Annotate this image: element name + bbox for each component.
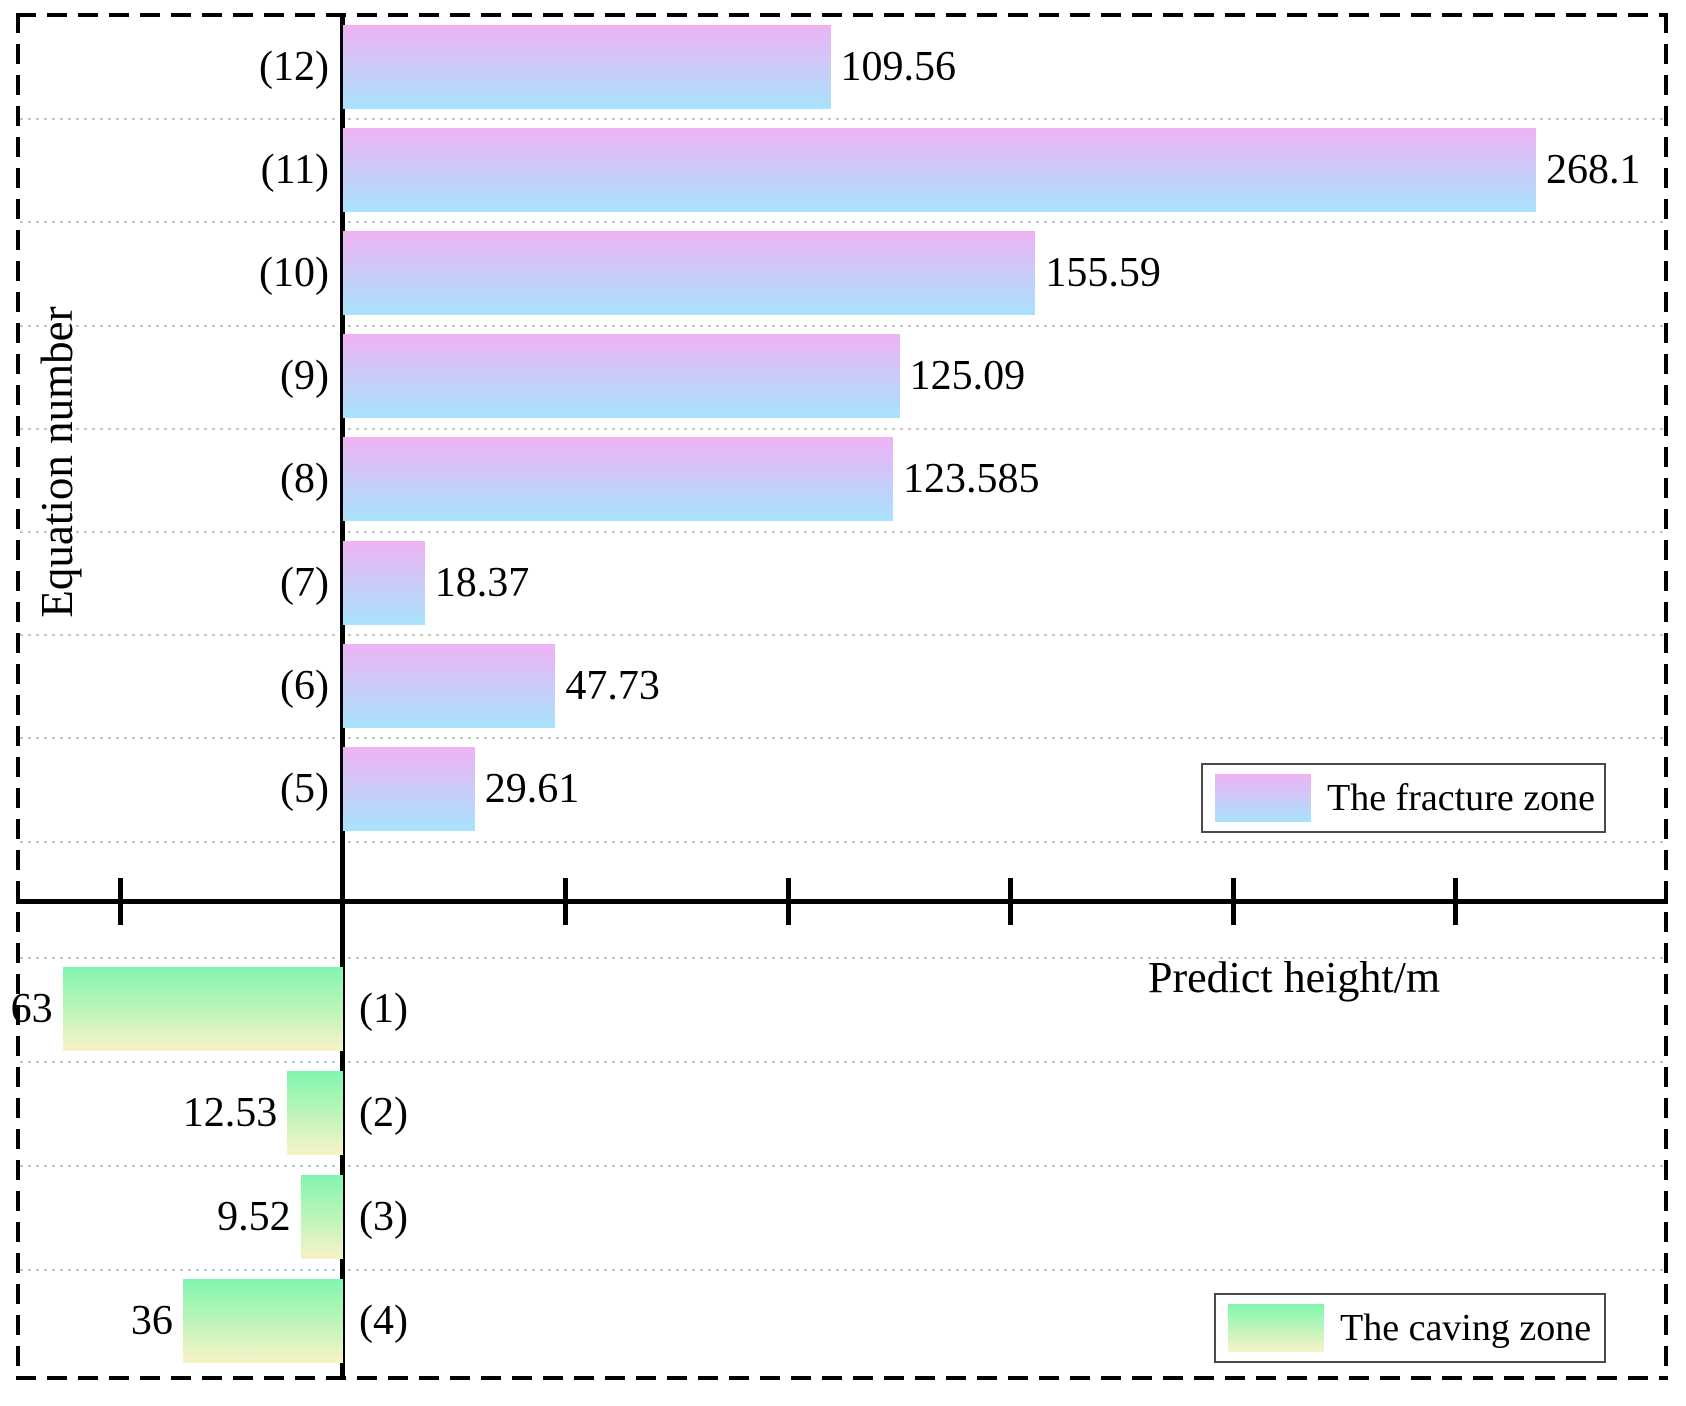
fracture-bar — [343, 334, 900, 419]
x-axis-tick — [563, 878, 568, 925]
x-axis-tick — [1230, 878, 1236, 925]
bar-category-label: (11) — [260, 146, 329, 193]
caving-bar — [300, 1175, 343, 1259]
bar-category-label: (7) — [280, 559, 329, 606]
gridline — [20, 957, 1666, 959]
x-axis-tick — [1008, 878, 1013, 925]
fracture-bar — [343, 643, 556, 728]
bar-value-label: 29.61 — [484, 766, 580, 812]
bar-value-label: 268.1 — [1546, 146, 1641, 193]
x-axis-tick — [118, 878, 123, 925]
bar-category-label: (9) — [280, 353, 329, 400]
gridline — [20, 118, 1666, 121]
bar-value-label: 125.09 — [909, 353, 1026, 400]
bar-value-label: 47.73 — [565, 662, 660, 709]
x-axis-title: Predict height/m — [1148, 953, 1441, 1002]
bar-category-label: (3) — [359, 1194, 408, 1240]
fracture-zone-swatch — [1215, 774, 1311, 822]
legend-caving-zone: The caving zone — [1214, 1293, 1606, 1363]
gridline — [20, 531, 1666, 533]
bar-value-label: 18.37 — [434, 559, 530, 606]
bar-value-label: 109.56 — [840, 43, 957, 90]
caving-bar — [182, 1279, 343, 1363]
bar-category-label: (8) — [280, 456, 329, 503]
gridline — [20, 840, 1666, 843]
gridline — [20, 221, 1666, 224]
bar-category-label: (4) — [359, 1298, 408, 1344]
legend-fracture-label: The fracture zone — [1327, 777, 1595, 819]
bar-category-label: (2) — [359, 1090, 408, 1136]
bar-value-label: 36 — [130, 1298, 173, 1344]
bar-value-label: 9.52 — [217, 1194, 291, 1240]
gridline — [20, 634, 1666, 637]
y-axis-title: Equation number — [32, 306, 82, 618]
fracture-bar — [343, 127, 1537, 212]
fracture-bar — [343, 747, 475, 831]
gridline — [20, 1269, 1666, 1271]
fracture-bar — [343, 437, 893, 522]
gridline — [20, 1061, 1666, 1063]
caving-zone-swatch — [1228, 1304, 1324, 1352]
x-axis-tick — [1453, 878, 1458, 925]
bar-value-label: 12.53 — [182, 1090, 278, 1136]
bar-category-label: (10) — [259, 250, 329, 296]
gridline — [20, 737, 1666, 740]
legend-caving-label: The caving zone — [1340, 1307, 1592, 1349]
gridline — [20, 1165, 1666, 1167]
bar-category-label: (6) — [280, 662, 329, 709]
bar-category-label: (5) — [280, 766, 329, 812]
bar-value-label: 63 — [10, 986, 53, 1032]
fracture-bar — [343, 24, 831, 109]
gridline — [20, 427, 1666, 430]
fracture-bar — [343, 540, 425, 625]
legend-fracture-zone: The fracture zone — [1201, 763, 1606, 833]
gridline — [20, 324, 1666, 327]
bar-value-label: 123.585 — [902, 456, 1040, 503]
fracture-bar — [343, 231, 1036, 315]
caving-bar — [287, 1071, 343, 1155]
caving-bar — [62, 967, 343, 1051]
x-axis-line — [16, 899, 1668, 904]
bar-category-label: (1) — [359, 986, 408, 1032]
bar-category-label: (12) — [259, 43, 329, 90]
y-axis-line — [340, 13, 345, 1380]
x-axis-tick — [785, 878, 791, 925]
bar-value-label: 155.59 — [1045, 250, 1161, 296]
